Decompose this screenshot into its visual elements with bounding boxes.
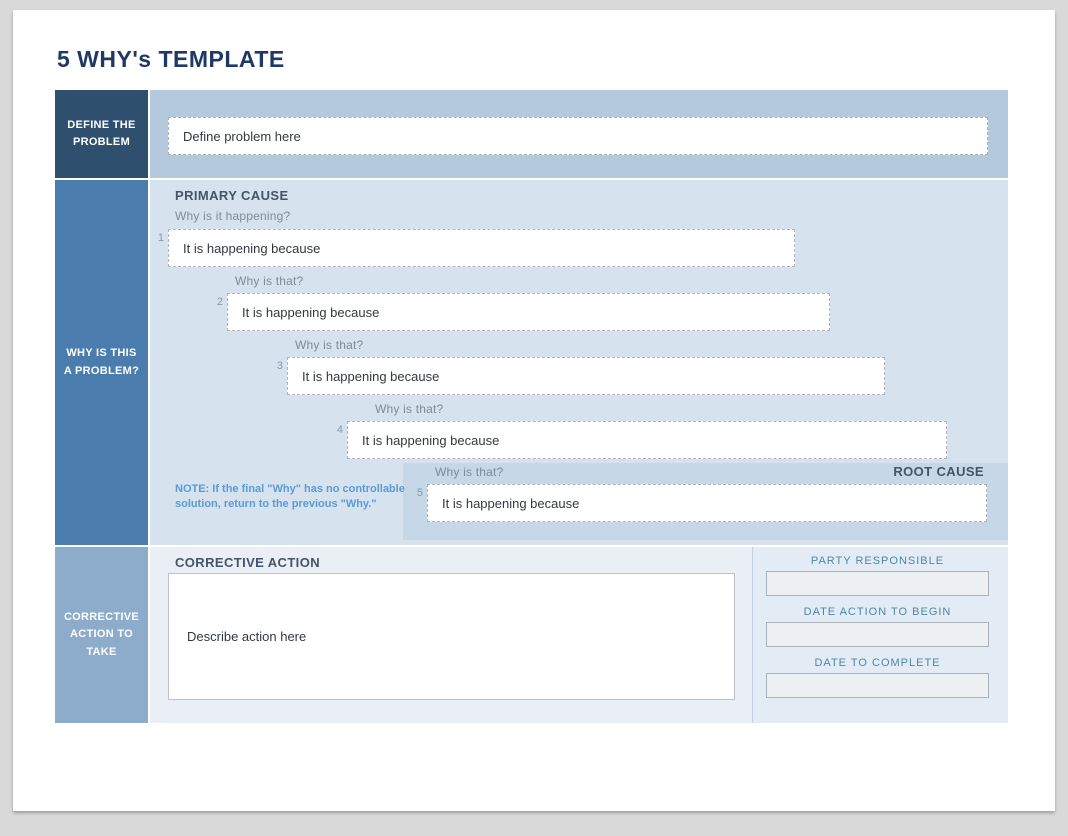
why-row: WHY IS THIS A PROBLEM? PRIMARY CAUSE Why… — [55, 180, 1008, 545]
why-section-label: WHY IS THIS A PROBLEM? — [55, 180, 148, 545]
why-question-5: Why is that? — [435, 465, 504, 479]
party-responsible-label: PARTY RESPONSIBLE — [810, 555, 945, 567]
define-problem-row: DEFINE THE PROBLEM Define problem here — [55, 90, 1008, 178]
document-page: 5 WHY's TEMPLATE DEFINE THE PROBLEM Defi… — [13, 10, 1055, 811]
define-problem-content: Define problem here — [150, 90, 1008, 178]
corrective-action-row: CORRECTIVE ACTION TO TAKE CORRECTIVE ACT… — [55, 547, 1008, 723]
why-question-3: Why is that? — [295, 338, 364, 352]
date-action-begin-input[interactable] — [766, 622, 989, 647]
note-text: NOTE: If the final "Why" has no controll… — [175, 483, 405, 510]
date-to-complete-label: DATE TO COMPLETE — [814, 657, 941, 669]
corrective-action-label: CORRECTIVE ACTION TO TAKE — [55, 547, 148, 723]
define-problem-input[interactable]: Define problem here — [168, 117, 988, 155]
why-number-2: 2 — [216, 296, 223, 308]
why-input-4[interactable]: It is happening because — [347, 421, 947, 459]
why-number-5: 5 — [416, 487, 423, 499]
five-whys-table: DEFINE THE PROBLEM Define problem here W… — [55, 90, 1008, 725]
why-question-2: Why is that? — [235, 274, 304, 288]
why-question-1: Why is it happening? — [175, 209, 291, 223]
primary-cause-header: PRIMARY CAUSE — [175, 188, 289, 203]
corrective-action-textarea[interactable]: Describe action here — [168, 573, 735, 700]
corrective-action-content: CORRECTIVE ACTION Describe action here P… — [150, 547, 1008, 723]
corrective-action-header: CORRECTIVE ACTION — [175, 555, 320, 570]
page-title: 5 WHY's TEMPLATE — [57, 46, 285, 72]
party-responsible-input[interactable] — [766, 571, 989, 596]
why-input-1[interactable]: It is happening because — [168, 229, 795, 267]
corrective-fields-panel: PARTY RESPONSIBLE DATE ACTION TO BEGIN D… — [752, 547, 1008, 723]
why-input-2[interactable]: It is happening because — [227, 293, 830, 331]
define-problem-label: DEFINE THE PROBLEM — [55, 90, 148, 178]
why-section-content: PRIMARY CAUSE Why is it happening? 1 It … — [150, 180, 1008, 545]
why-number-4: 4 — [336, 424, 343, 436]
why-input-3[interactable]: It is happening because — [287, 357, 885, 395]
why-question-4: Why is that? — [375, 402, 444, 416]
date-action-begin-label: DATE ACTION TO BEGIN — [803, 606, 952, 618]
why-number-3: 3 — [276, 360, 283, 372]
date-to-complete-input[interactable] — [766, 673, 989, 698]
why-number-1: 1 — [157, 232, 164, 244]
root-cause-label: ROOT CAUSE — [893, 464, 984, 479]
why-input-5[interactable]: It is happening because — [427, 484, 987, 522]
